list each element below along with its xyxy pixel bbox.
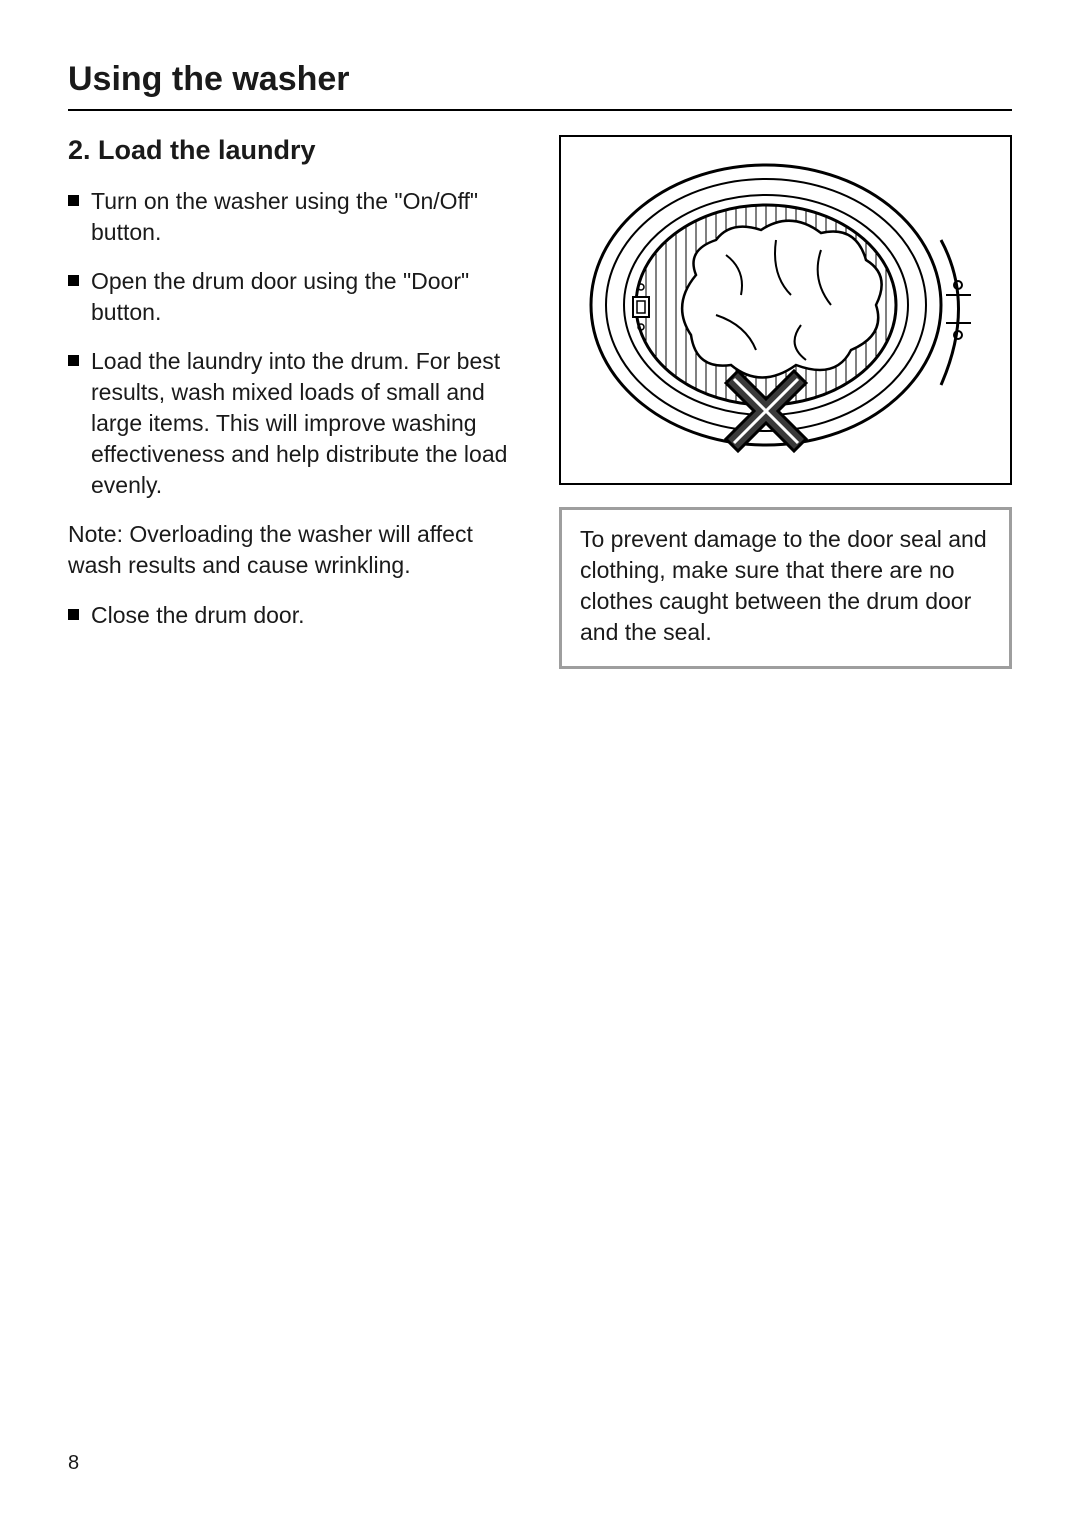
square-bullet-icon (68, 609, 79, 620)
page-title: Using the washer (68, 60, 1012, 111)
washer-drum-illustration-icon (576, 155, 996, 465)
callout-text: To prevent damage to the door seal and c… (580, 526, 987, 645)
square-bullet-icon (68, 355, 79, 366)
bullet-text: Turn on the washer using the "On/Off" bu… (91, 186, 521, 248)
warning-callout: To prevent damage to the door seal and c… (559, 507, 1012, 669)
page-number: 8 (68, 1452, 79, 1475)
section-heading: 2. Load the laundry (68, 135, 521, 166)
content-columns: 2. Load the laundry Turn on the washer u… (68, 135, 1012, 669)
bullet-item: Load the laundry into the drum. For best… (68, 346, 521, 501)
bullet-item: Close the drum door. (68, 600, 521, 631)
bullet-text: Load the laundry into the drum. For best… (91, 346, 521, 501)
bullet-text: Open the drum door using the "Door" butt… (91, 266, 521, 328)
bullet-text: Close the drum door. (91, 600, 305, 631)
bullet-item: Turn on the washer using the "On/Off" bu… (68, 186, 521, 248)
right-column: To prevent damage to the door seal and c… (559, 135, 1012, 669)
bullet-item: Open the drum door using the "Door" butt… (68, 266, 521, 328)
diagram-frame (559, 135, 1012, 485)
left-column: 2. Load the laundry Turn on the washer u… (68, 135, 521, 669)
note-text: Note: Overloading the washer will affect… (68, 519, 521, 581)
square-bullet-icon (68, 275, 79, 286)
square-bullet-icon (68, 195, 79, 206)
